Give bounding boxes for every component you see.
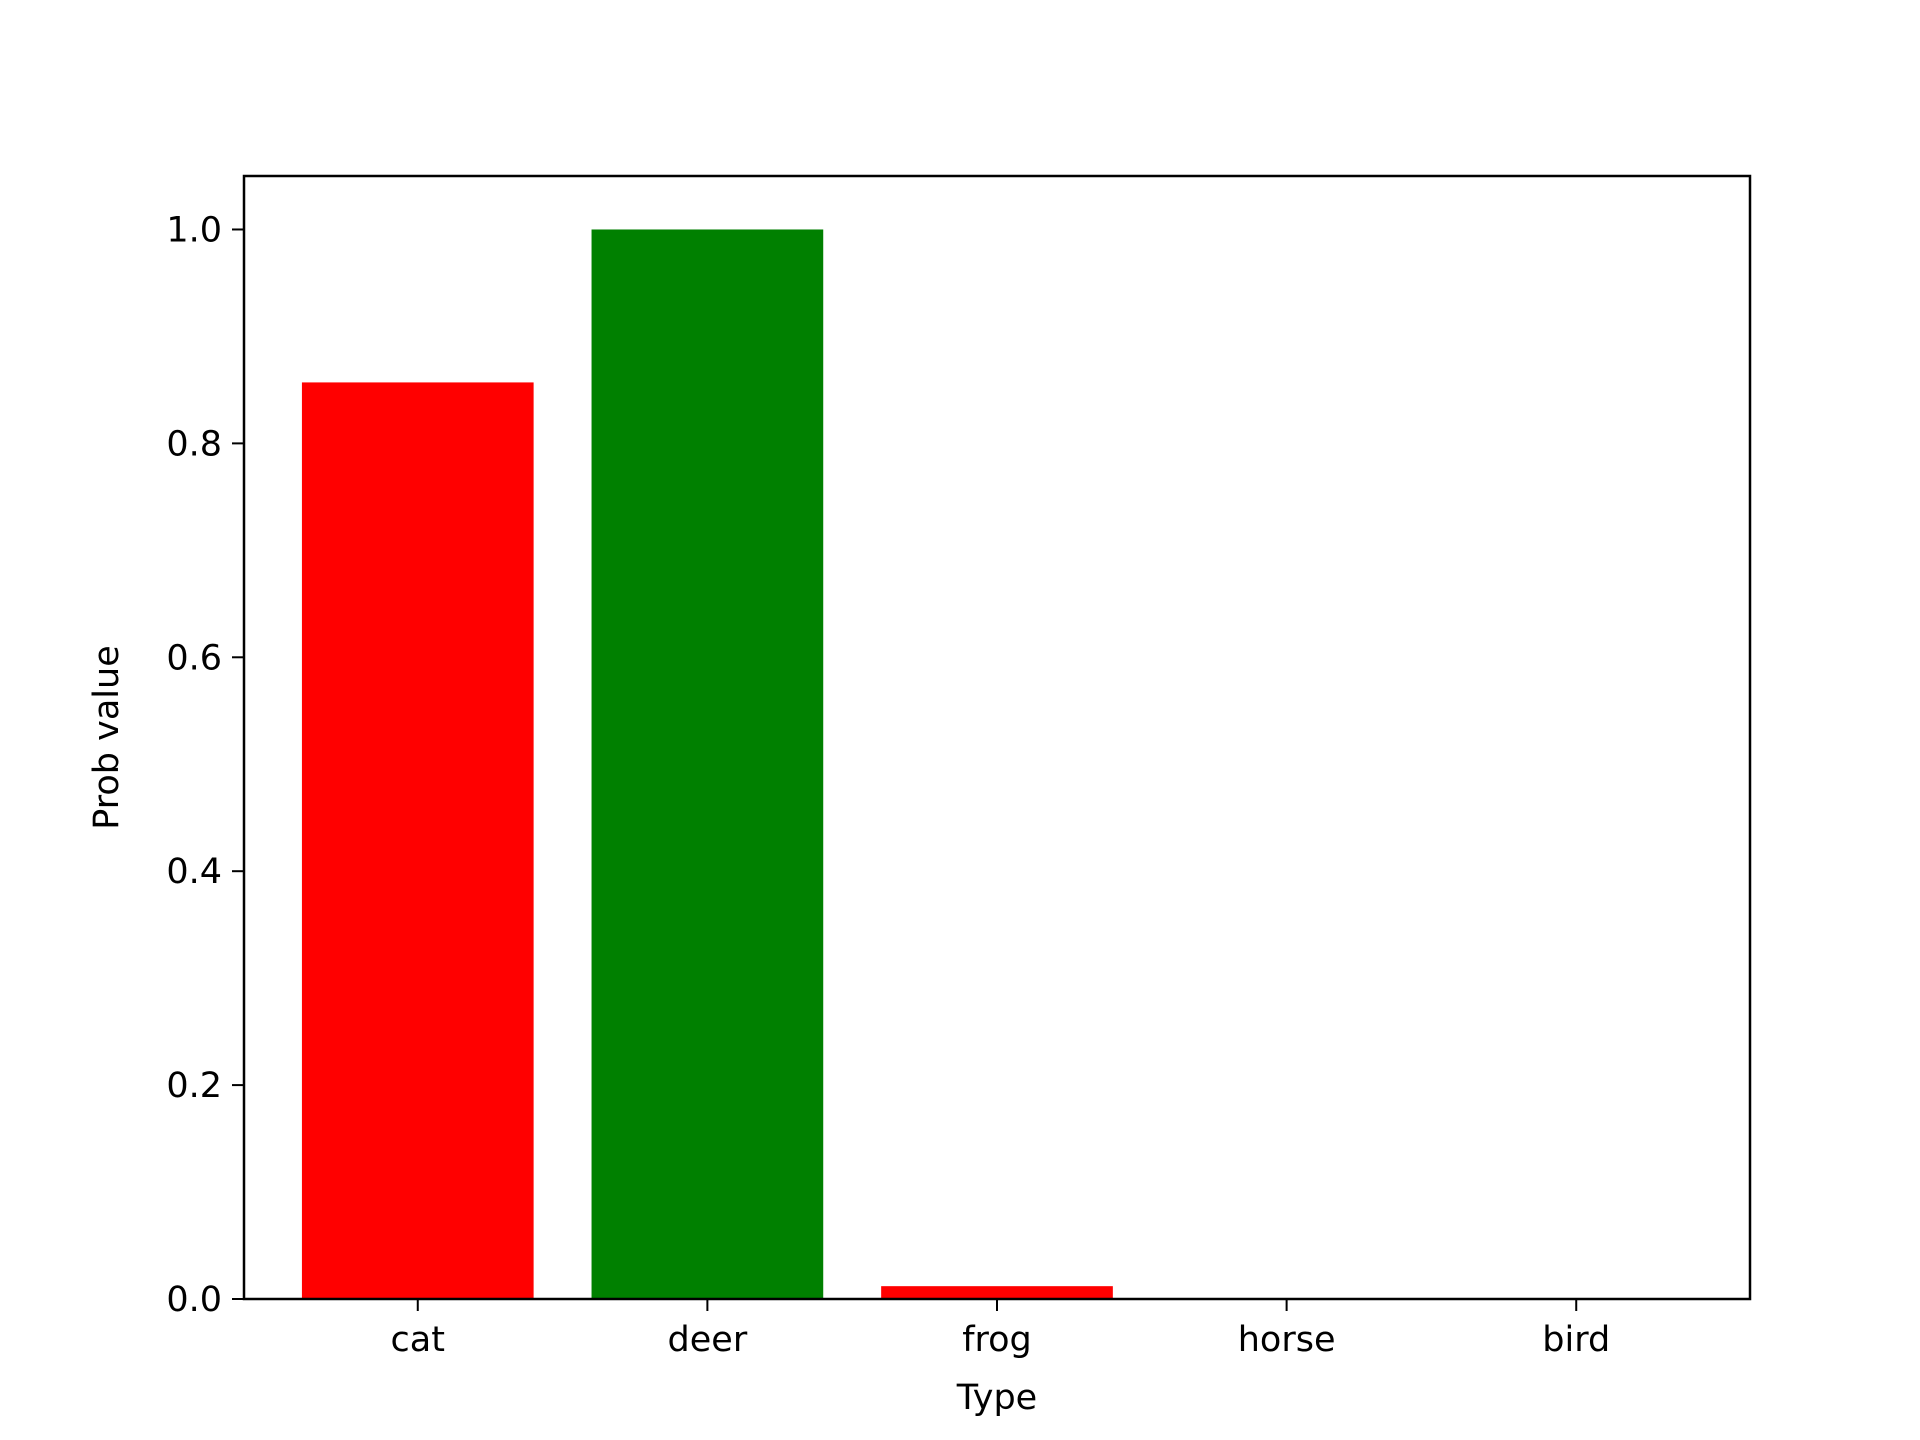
y-tick-label: 1.0 [166,210,222,250]
y-tick-label: 0.8 [166,424,222,464]
bars-group [301,229,1113,1299]
plot-frame [242,174,1752,1301]
y-tick-label: 0.4 [166,852,222,892]
bar-frog [881,1286,1113,1299]
y-tick-label: 0.6 [166,638,222,678]
bar-cat [301,382,534,1299]
x-tick-label: bird [1542,1320,1610,1360]
x-tick-label: cat [391,1320,445,1360]
x-axis-ticks: cat deer frog horse bird [391,1299,1610,1360]
x-tick-label: deer [668,1320,748,1360]
y-tick-label: 0.0 [166,1280,222,1320]
y-tick-label: 0.2 [166,1066,222,1106]
x-axis-label: Type [956,1378,1037,1418]
x-tick-label: frog [962,1320,1032,1360]
y-axis-label: Prob value [87,645,127,829]
bar-deer [591,229,824,1299]
x-tick-label: horse [1238,1320,1336,1360]
y-axis-ticks: 0.0 0.2 0.4 0.6 0.8 1.0 [166,210,244,1320]
